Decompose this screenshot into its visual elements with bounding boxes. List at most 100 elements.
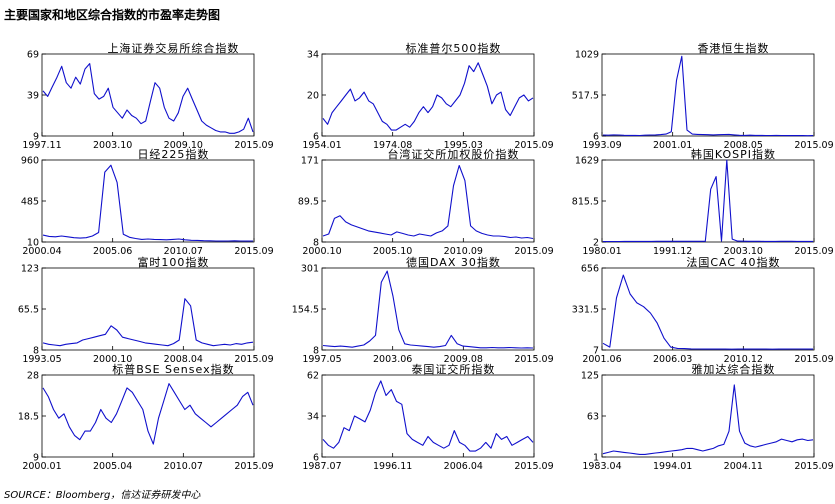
x-tick-label: 2009.10	[164, 140, 203, 151]
x-tick-label: 2000.04	[22, 246, 61, 257]
series-line	[602, 274, 813, 350]
x-tick-label: 2015.09	[234, 354, 273, 365]
x-tick-label: 2010.07	[164, 246, 203, 257]
x-tick-label: 2005.06	[93, 246, 132, 257]
chart-title: 上海证券交易所综合指数	[107, 41, 239, 55]
chart-title: 韩国KOSPI指数	[691, 147, 776, 161]
x-tick-label: 2006.03	[653, 354, 692, 365]
y-tick-label: 125	[581, 371, 599, 382]
series-line	[42, 383, 254, 445]
chart-title: 雅加达综合指数	[691, 362, 775, 376]
x-tick-label: 1997.05	[302, 354, 341, 365]
x-tick-label: 2003.10	[724, 246, 763, 257]
x-tick-label: 2015.09	[514, 246, 553, 257]
x-tick-label: 2015.09	[234, 140, 273, 151]
y-tick-label: 20	[307, 91, 319, 102]
x-tick-label: 2001.01	[653, 140, 692, 151]
x-tick-label: 1987.07	[302, 461, 341, 472]
x-tick-label: 1997.11	[22, 140, 61, 151]
x-tick-label: 1993.09	[582, 140, 621, 151]
series-line	[322, 380, 534, 452]
y-tick-label: 331.5	[572, 305, 599, 316]
y-tick-label: 1029	[575, 50, 599, 61]
y-tick-label: 10	[27, 238, 39, 249]
x-tick-label: 2008.04	[164, 354, 203, 365]
y-tick-label: 656	[581, 264, 599, 275]
x-tick-label: 2010.12	[724, 354, 763, 365]
series-line	[602, 384, 814, 455]
x-tick-label: 1983.04	[582, 461, 621, 472]
series-line	[42, 63, 254, 134]
series-line	[602, 55, 814, 137]
y-tick-label: 39	[27, 91, 39, 102]
y-tick-label: 517.5	[572, 91, 599, 102]
x-tick-label: 1994.01	[653, 461, 692, 472]
y-tick-label: 7	[593, 346, 599, 357]
chart-title: 德国DAX 30指数	[406, 255, 501, 269]
y-tick-label: 8	[313, 238, 319, 249]
y-tick-label: 6	[313, 132, 319, 143]
y-tick-label: 9	[33, 132, 39, 143]
x-tick-label: 2000.10	[93, 354, 132, 365]
plot-frame	[601, 53, 815, 137]
chart-title: 法国CAC 40指数	[686, 255, 780, 269]
x-tick-label: 2015.09	[514, 461, 553, 472]
y-tick-label: 1	[593, 453, 599, 464]
chart-title: 富时100指数	[137, 255, 209, 269]
x-tick-label: 2009.08	[444, 354, 483, 365]
series-line	[322, 270, 534, 349]
x-tick-label: 1995.03	[444, 140, 483, 151]
plot-frame	[321, 267, 535, 351]
x-tick-label: 2015.09	[794, 461, 833, 472]
source-note: SOURCE：Bloomberg，信达证券研发中心	[4, 489, 201, 501]
x-tick-label: 2015.09	[794, 246, 833, 257]
plot-frame	[321, 159, 535, 243]
y-tick-label: 62	[307, 371, 319, 382]
plot-frame	[601, 267, 815, 351]
chart-title: 日经225指数	[137, 147, 209, 161]
chart-title: 标准普尔500指数	[405, 41, 501, 55]
y-tick-label: 34	[307, 50, 319, 61]
page-title: 主要国家和地区综合指数的市盈率走势图	[4, 7, 220, 22]
series-line	[42, 298, 254, 347]
chart-title: 台湾证交所加权股价指数	[387, 147, 519, 161]
plot-frame	[41, 159, 255, 243]
series-line	[603, 159, 813, 243]
y-tick-label: 2	[593, 238, 599, 249]
y-tick-label: 6	[593, 132, 599, 143]
y-tick-label: 1629	[575, 156, 599, 167]
series-line	[322, 164, 534, 240]
x-tick-label: 2015.09	[794, 354, 833, 365]
x-tick-label: 1974.08	[373, 140, 412, 151]
y-tick-label: 123	[21, 264, 39, 275]
y-tick-label: 28	[27, 371, 39, 382]
series-line	[42, 164, 254, 242]
y-tick-label: 69	[27, 50, 39, 61]
x-tick-label: 2015.09	[234, 246, 273, 257]
y-tick-label: 63	[587, 412, 599, 423]
chart-title: 香港恒生指数	[697, 41, 769, 55]
x-tick-label: 2005.04	[93, 461, 132, 472]
y-tick-label: 485	[21, 197, 39, 208]
x-tick-label: 2010.07	[164, 461, 203, 472]
x-tick-label: 2010.09	[444, 246, 483, 257]
x-tick-label: 2005.10	[373, 246, 412, 257]
y-tick-label: 18.5	[18, 412, 39, 423]
plot-frame	[41, 53, 255, 137]
y-tick-label: 8	[33, 346, 39, 357]
x-tick-label: 1996.11	[373, 461, 412, 472]
series-line	[322, 62, 534, 131]
chart-title: 泰国证交所指数	[411, 362, 495, 376]
